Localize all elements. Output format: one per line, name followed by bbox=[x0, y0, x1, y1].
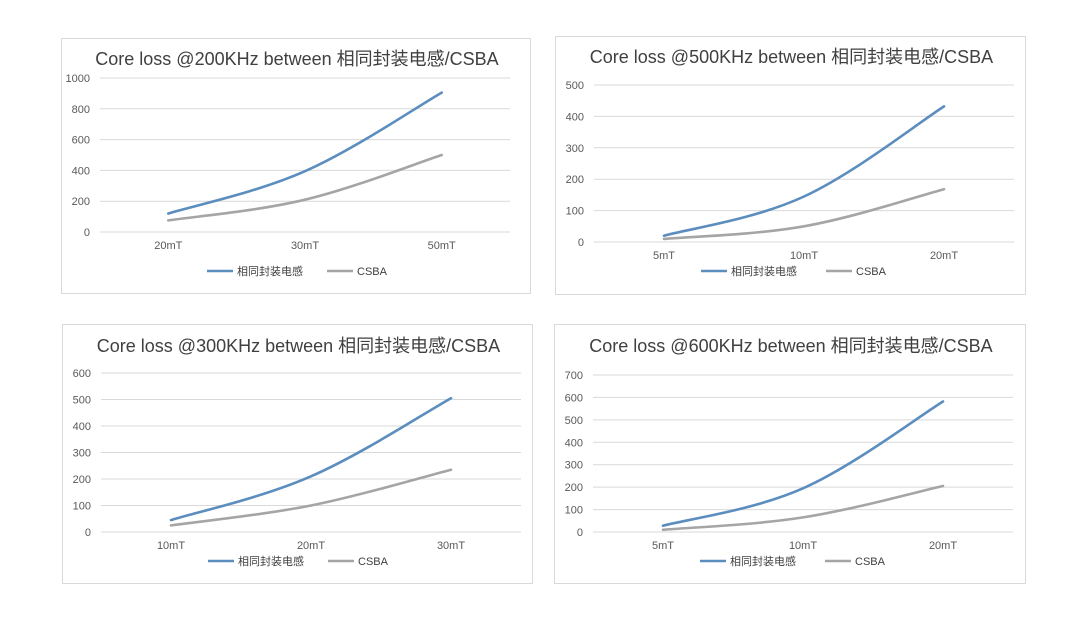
y-tick-label: 200 bbox=[566, 174, 584, 186]
legend-label: 相同封装电感 bbox=[730, 554, 796, 568]
x-tick-label: 30mT bbox=[291, 240, 319, 252]
y-tick-label: 400 bbox=[566, 111, 584, 123]
x-tick-label: 20mT bbox=[297, 540, 325, 552]
y-tick-label: 400 bbox=[565, 437, 583, 449]
series-line-csba bbox=[169, 468, 453, 527]
chart-title-300khz: Core loss @300KHz between 相同封装电感/CSBA bbox=[97, 336, 500, 356]
y-tick-label: 100 bbox=[73, 501, 91, 513]
chart-title-600khz: Core loss @600KHz between 相同封装电感/CSBA bbox=[589, 336, 992, 356]
y-tick-label: 0 bbox=[85, 527, 91, 539]
y-tick-label: 600 bbox=[73, 368, 91, 380]
y-tick-label: 600 bbox=[72, 135, 90, 147]
chart-title-200khz: Core loss @200KHz between 相同封装电感/CSBA bbox=[95, 49, 498, 69]
chart-panel-200khz: Core loss @200KHz between 相同封装电感/CSBA 0 20… bbox=[61, 38, 531, 294]
legend-label: 相同封装电感 bbox=[731, 264, 797, 278]
y-tick-label: 300 bbox=[565, 460, 583, 472]
y-tick-label: 500 bbox=[73, 395, 91, 407]
series-line-csba bbox=[661, 484, 945, 532]
y-tick-label: 200 bbox=[73, 474, 91, 486]
legend-label: 相同封装电感 bbox=[238, 554, 304, 568]
legend-label: CSBA bbox=[358, 556, 389, 568]
chart-title-500khz: Core loss @500KHz between 相同封装电感/CSBA bbox=[590, 47, 993, 67]
series-line-inductor bbox=[169, 396, 453, 522]
x-tick-label: 5mT bbox=[652, 540, 674, 552]
y-tick-label: 0 bbox=[84, 227, 90, 239]
series-line-inductor bbox=[661, 400, 945, 527]
y-tick-label: 500 bbox=[566, 80, 584, 92]
x-tick-label: 5mT bbox=[653, 250, 675, 262]
y-tick-label: 200 bbox=[72, 196, 90, 208]
chart-svg-600khz: Core loss @600KHz between 相同封装电感/CSBA 0 10… bbox=[565, 336, 1013, 568]
x-tick-label: 10mT bbox=[789, 540, 817, 552]
legend-label: 相同封装电感 bbox=[237, 264, 303, 278]
series-line-inductor bbox=[662, 105, 946, 237]
chart-svg-500khz: Core loss @500KHz between 相同封装电感/CSBA 0 10… bbox=[566, 47, 1014, 278]
legend-label: CSBA bbox=[856, 266, 887, 278]
series-line-inductor bbox=[167, 91, 443, 215]
chart-svg-300khz: Core loss @300KHz between 相同封装电感/CSBA 0 10… bbox=[73, 336, 521, 568]
y-tick-label: 800 bbox=[72, 104, 90, 116]
y-tick-label: 0 bbox=[577, 527, 583, 539]
y-tick-label: 100 bbox=[566, 206, 584, 218]
x-tick-label: 20mT bbox=[154, 240, 182, 252]
y-tick-label: 200 bbox=[565, 482, 583, 494]
x-tick-label: 20mT bbox=[929, 540, 957, 552]
chart-svg-200khz: Core loss @200KHz between 相同封装电感/CSBA 0 20… bbox=[66, 49, 510, 278]
y-tick-label: 600 bbox=[565, 392, 583, 404]
chart-panel-600khz: Core loss @600KHz between 相同封装电感/CSBA 0 10… bbox=[554, 324, 1026, 584]
x-tick-label: 20mT bbox=[930, 250, 958, 262]
y-tick-label: 400 bbox=[73, 421, 91, 433]
y-tick-label: 0 bbox=[578, 237, 584, 249]
y-tick-label: 300 bbox=[566, 143, 584, 155]
y-tick-label: 400 bbox=[72, 165, 90, 177]
y-tick-label: 1000 bbox=[66, 73, 90, 85]
x-tick-label: 10mT bbox=[157, 540, 185, 552]
y-tick-label: 100 bbox=[565, 505, 583, 517]
chart-panel-300khz: Core loss @300KHz between 相同封装电感/CSBA 0 10… bbox=[62, 324, 533, 584]
x-tick-label: 30mT bbox=[437, 540, 465, 552]
chart-panel-500khz: Core loss @500KHz between 相同封装电感/CSBA 0 10… bbox=[555, 36, 1026, 295]
legend-label: CSBA bbox=[855, 556, 886, 568]
y-tick-label: 500 bbox=[565, 415, 583, 427]
x-tick-label: 50mT bbox=[428, 240, 456, 252]
y-tick-label: 300 bbox=[73, 448, 91, 460]
series-line-csba bbox=[167, 153, 443, 222]
x-tick-label: 10mT bbox=[790, 250, 818, 262]
series-line-csba bbox=[662, 187, 946, 241]
y-tick-label: 700 bbox=[565, 370, 583, 382]
legend-label: CSBA bbox=[357, 266, 388, 278]
